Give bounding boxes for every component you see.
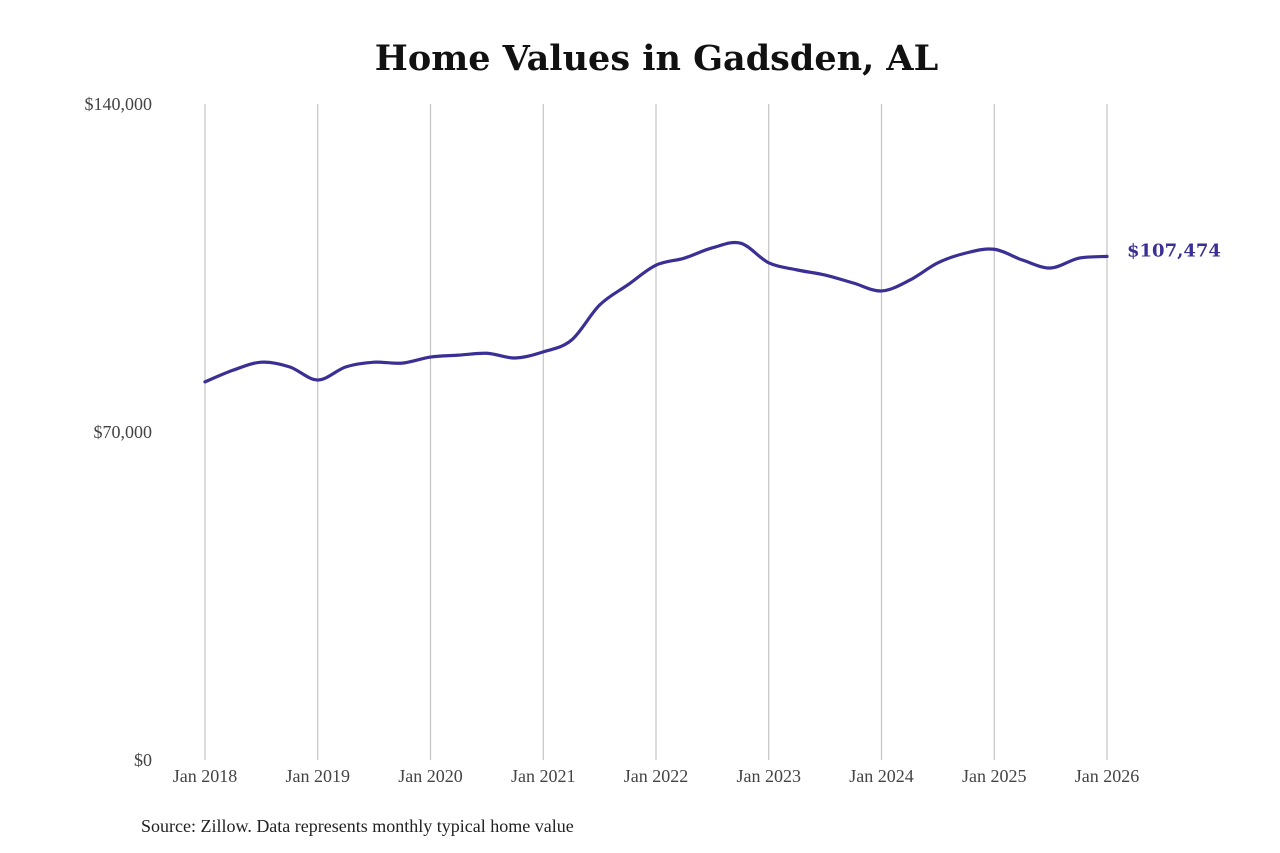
data-point [1049, 266, 1053, 270]
x-tick-label: Jan 2019 [286, 766, 351, 786]
data-point [1077, 256, 1081, 260]
y-axis-ticks: $0 $70,000 $140,000 [85, 94, 153, 770]
data-point [372, 360, 376, 364]
data-point [795, 268, 799, 272]
data-point [767, 261, 771, 265]
chart-title: Home Values in Gadsden, AL [374, 38, 939, 79]
data-point [570, 338, 573, 342]
data-point [880, 289, 883, 293]
data-point [231, 368, 235, 372]
data-point [259, 360, 263, 364]
data-point [203, 380, 207, 384]
data-point [908, 278, 912, 282]
data-point [598, 303, 602, 307]
data-point [485, 351, 489, 355]
data-point [936, 261, 940, 265]
x-tick-label: Jan 2018 [173, 766, 238, 786]
end-value-label: $107,474 [1127, 240, 1221, 261]
data-point [457, 353, 461, 357]
x-tick-label: Jan 2021 [511, 766, 576, 786]
y-tick-label: $0 [134, 750, 152, 770]
data-point [1105, 255, 1109, 258]
x-tick-label: Jan 2025 [962, 766, 1027, 786]
y-tick-label: $70,000 [94, 422, 153, 442]
x-axis-ticks: Jan 2018 Jan 2019 Jan 2020 Jan 2021 Jan 2022… [173, 766, 1140, 786]
data-point [429, 355, 432, 359]
source-note: Source: Zillow. Data represents monthly … [141, 816, 574, 836]
data-point [316, 378, 320, 382]
data-point [626, 283, 630, 287]
x-tick-label: Jan 2026 [1075, 766, 1140, 786]
x-tick-label: Jan 2023 [737, 766, 802, 786]
data-point [682, 256, 686, 260]
x-tick-label: Jan 2024 [849, 766, 914, 786]
data-point [654, 263, 658, 267]
data-point [400, 361, 404, 365]
data-point [541, 350, 545, 354]
data-point [288, 365, 291, 369]
data-point [1021, 258, 1024, 262]
gridlines [204, 104, 1108, 760]
y-tick-label: $140,000 [85, 94, 153, 114]
data-point [710, 246, 714, 250]
data-point [851, 281, 855, 285]
data-point [344, 365, 348, 369]
data-point [964, 251, 968, 255]
series-group: $107,474 [203, 240, 1221, 384]
x-tick-label: Jan 2022 [624, 766, 689, 786]
x-tick-label: Jan 2020 [398, 766, 463, 786]
data-point [513, 356, 517, 360]
data-point [992, 247, 996, 251]
data-point [823, 273, 827, 277]
data-point [739, 241, 742, 245]
